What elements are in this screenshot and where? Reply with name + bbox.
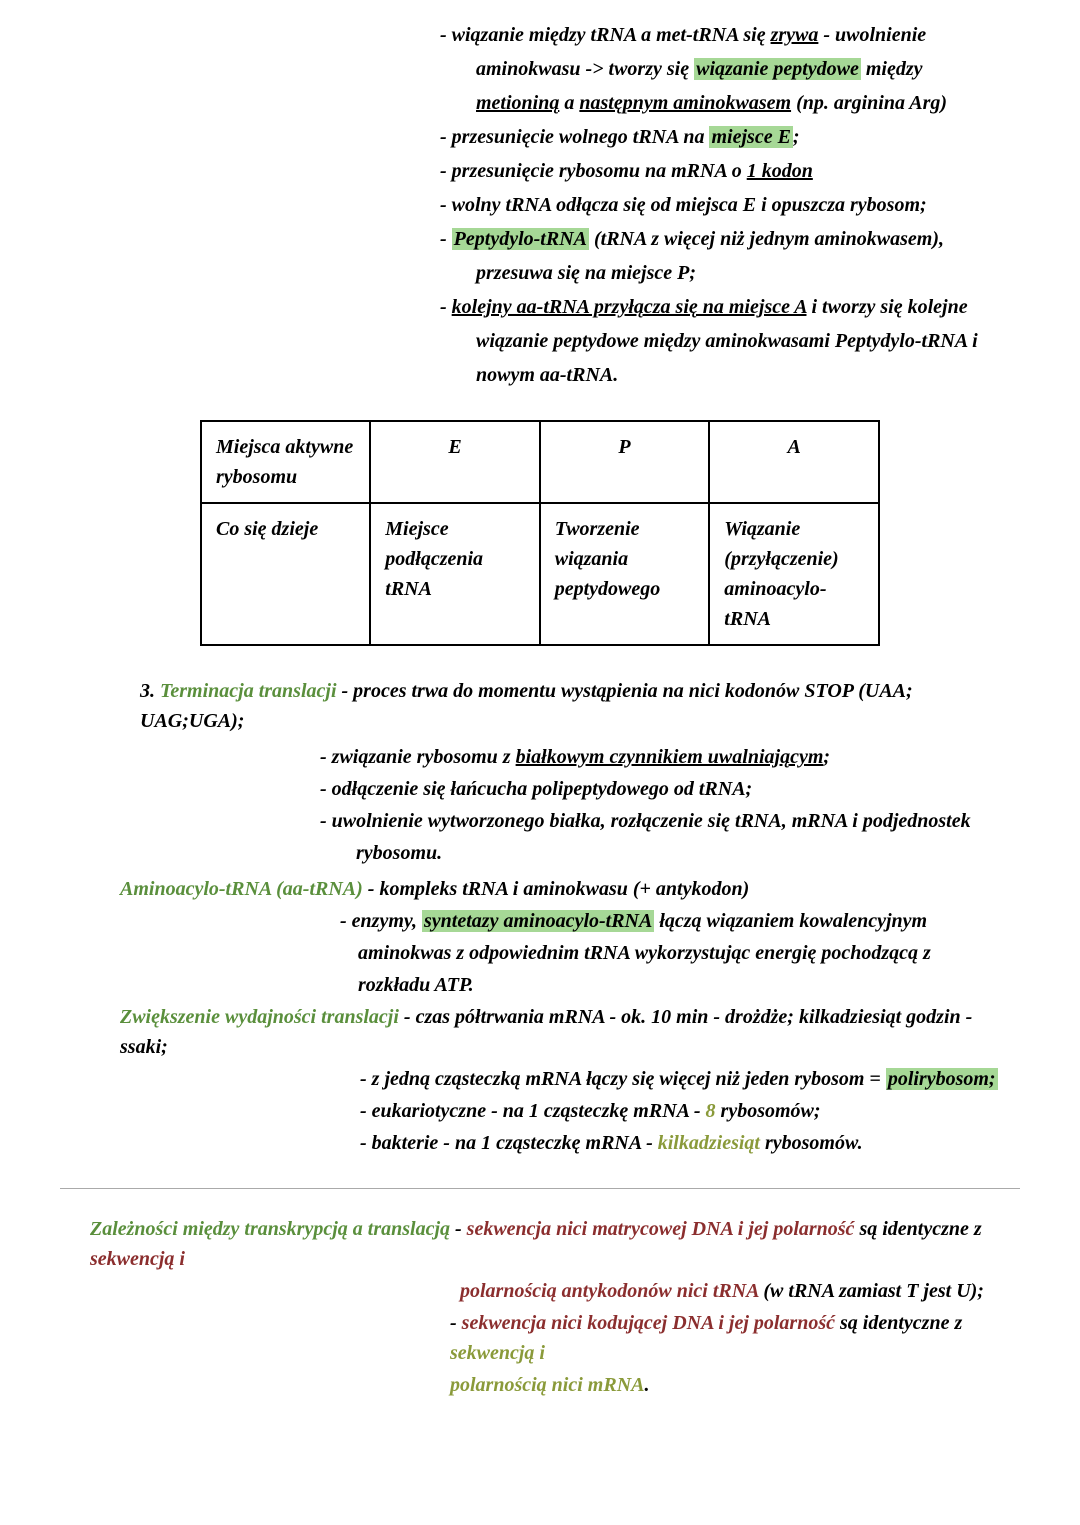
- cell: Co się dzieje: [201, 503, 370, 645]
- text-underline: 1 kodon: [747, 160, 813, 182]
- text: - bakterie - na 1 cząsteczkę mRNA -: [360, 1132, 658, 1154]
- red-text: sekwencja nici matrycowej DNA i jej pola…: [467, 1218, 855, 1240]
- term-bullet-3: - uwolnienie wytworzonego białka, rozłąc…: [320, 806, 1020, 836]
- bullet-3: - przesunięcie rybosomu na mRNA o 1 kodo…: [440, 156, 1020, 186]
- title: Terminacja translacji: [160, 680, 337, 702]
- text: - kompleks tRNA i aminokwasu (+ antykodo…: [363, 878, 749, 900]
- text-underline: zrywa: [771, 24, 819, 46]
- efficiency-heading: Zwiększenie wydajności translacji - czas…: [120, 1002, 1020, 1062]
- ribosome-sites-table: Miejsca aktywne rybosomu E P A Co się dz…: [200, 420, 880, 646]
- eff-sub2: - eukariotyczne - na 1 cząsteczkę mRNA -…: [360, 1096, 1020, 1126]
- title: Zwiększenie wydajności translacji: [120, 1006, 399, 1028]
- red-text: sekwencja nici kodującej DNA i jej polar…: [462, 1312, 835, 1334]
- bullet-1-cont2: metioniną a następnym aminokwasem (np. a…: [458, 88, 1020, 118]
- olive-text: kilkadziesiąt: [658, 1132, 760, 1154]
- bullet-6: - kolejny aa-tRNA przyłącza się na miejs…: [440, 292, 1020, 322]
- text: aminokwasu -> tworzy się: [476, 58, 694, 80]
- relation-line4: polarnością nici mRNA.: [450, 1370, 1020, 1400]
- title: Zależności między transkrypcją a transla…: [90, 1218, 450, 1240]
- highlight: Peptydylo-tRNA: [452, 228, 589, 250]
- text: - przesunięcie wolnego tRNA na: [440, 126, 709, 148]
- highlight: syntetazy aminoacylo-tRNA: [422, 910, 654, 932]
- text: - wiązanie między tRNA a met-tRNA się: [440, 24, 771, 46]
- table-row: Co się dzieje Miejsce podłączenia tRNA T…: [201, 503, 879, 645]
- cell: Wiązanie (przyłączenie) aminoacylo-tRNA: [709, 503, 879, 645]
- cell: Miejsce podłączenia tRNA: [370, 503, 539, 645]
- elongation-bullets: - wiązanie między tRNA a met-tRNA się zr…: [440, 20, 1020, 390]
- red-text: polarnością antykodonów nici tRNA: [460, 1280, 758, 1302]
- text: a: [559, 92, 579, 114]
- term-bullet-2: - odłączenie się łańcucha polipeptydoweg…: [320, 774, 1020, 804]
- text: ;: [823, 746, 830, 768]
- text: - z jedną cząsteczką mRNA łączy się więc…: [360, 1068, 886, 1090]
- title: Aminoacylo-tRNA (aa-tRNA): [120, 878, 363, 900]
- bullet-2: - przesunięcie wolnego tRNA na miejsce E…: [440, 122, 1020, 152]
- cell: Tworzenie wiązania peptydowego: [540, 503, 710, 645]
- table-row: Miejsca aktywne rybosomu E P A: [201, 421, 879, 503]
- header-cell: Miejsca aktywne rybosomu: [201, 421, 370, 503]
- text: - enzymy,: [340, 910, 422, 932]
- relation-heading: Zależności między transkrypcją a transla…: [90, 1214, 1020, 1274]
- text: - eukariotyczne - na 1 cząsteczkę mRNA -: [360, 1100, 706, 1122]
- text: -: [450, 1218, 467, 1240]
- olive-text: 8: [706, 1100, 716, 1122]
- eff-sub1: - z jedną cząsteczką mRNA łączy się więc…: [360, 1064, 1020, 1094]
- text-underline: metioniną: [476, 92, 559, 114]
- bullet-5: - Peptydylo-tRNA (tRNA z więcej niż jedn…: [440, 224, 1020, 254]
- text: -: [440, 296, 452, 318]
- text: rybosomów.: [760, 1132, 863, 1154]
- bullet-4: - wolny tRNA odłącza się od miejsca E i …: [440, 190, 1020, 220]
- text: .: [644, 1374, 649, 1396]
- text: (tRNA z więcej niż jednym aminokwasem),: [589, 228, 944, 250]
- aminoacyl-sub2: aminokwas z odpowiednim tRNA wykorzystuj…: [358, 938, 1020, 968]
- highlight: wiązanie peptydowe: [694, 58, 861, 80]
- aminoacyl-sub1: - enzymy, syntetazy aminoacylo-tRNA łącz…: [340, 906, 1020, 936]
- text: łączą wiązaniem kowalencyjnym: [654, 910, 927, 932]
- bullet-1: - wiązanie między tRNA a met-tRNA się zr…: [440, 20, 1020, 50]
- highlight: polirybosom;: [886, 1068, 998, 1090]
- bullet-6-cont: wiązanie peptydowe między aminokwasami P…: [458, 326, 1020, 356]
- section-divider: [60, 1188, 1020, 1189]
- text-underline: kolejny aa-tRNA przyłącza się na miejsce…: [452, 296, 807, 318]
- text: (np. arginina Arg): [791, 92, 947, 114]
- number: 3.: [140, 680, 160, 702]
- text: (w tRNA zamiast T jest U);: [758, 1280, 984, 1302]
- olive-text: polarnością nici mRNA: [450, 1374, 644, 1396]
- highlight: miejsce E: [709, 126, 792, 148]
- header-cell: A: [709, 421, 879, 503]
- header-cell: E: [370, 421, 539, 503]
- relation-line3: - sekwencja nici kodującej DNA i jej pol…: [450, 1308, 1020, 1368]
- text: są identyczne z: [835, 1312, 962, 1334]
- termination-bullets: - związanie rybosomu z białkowym czynnik…: [320, 742, 1020, 868]
- bullet-5-cont: przesuwa się na miejsce P;: [458, 258, 1020, 288]
- term-bullet-3-cont: rybosomu.: [338, 838, 1020, 868]
- text: - związanie rybosomu z: [320, 746, 516, 768]
- text-underline: następnym aminokwasem: [579, 92, 791, 114]
- bullet-6-cont2: nowym aa-tRNA.: [458, 360, 1020, 390]
- termination-heading: 3. Terminacja translacji - proces trwa d…: [140, 676, 1020, 736]
- text: -: [440, 228, 452, 250]
- text: między: [861, 58, 923, 80]
- aminoacyl-heading: Aminoacylo-tRNA (aa-tRNA) - kompleks tRN…: [120, 874, 1020, 904]
- text: są identyczne z: [854, 1218, 981, 1240]
- relation-line2: polarnością antykodonów nici tRNA (w tRN…: [460, 1276, 1020, 1306]
- term-bullet-1: - związanie rybosomu z białkowym czynnik…: [320, 742, 1020, 772]
- olive-text: sekwencją i: [450, 1342, 545, 1364]
- header-cell: P: [540, 421, 710, 503]
- text: -: [450, 1312, 462, 1334]
- bullet-1-cont: aminokwasu -> tworzy się wiązanie peptyd…: [458, 54, 1020, 84]
- text: ;: [793, 126, 800, 148]
- text: rybosomów;: [716, 1100, 821, 1122]
- eff-sub3: - bakterie - na 1 cząsteczkę mRNA - kilk…: [360, 1128, 1020, 1158]
- red-text: sekwencją i: [90, 1248, 185, 1270]
- text: - uwolnienie: [818, 24, 926, 46]
- aminoacyl-sub3: rozkładu ATP.: [358, 970, 1020, 1000]
- text: - przesunięcie rybosomu na mRNA o: [440, 160, 747, 182]
- text: i tworzy się kolejne: [806, 296, 967, 318]
- text-underline: białkowym czynnikiem uwalniającym: [516, 746, 824, 768]
